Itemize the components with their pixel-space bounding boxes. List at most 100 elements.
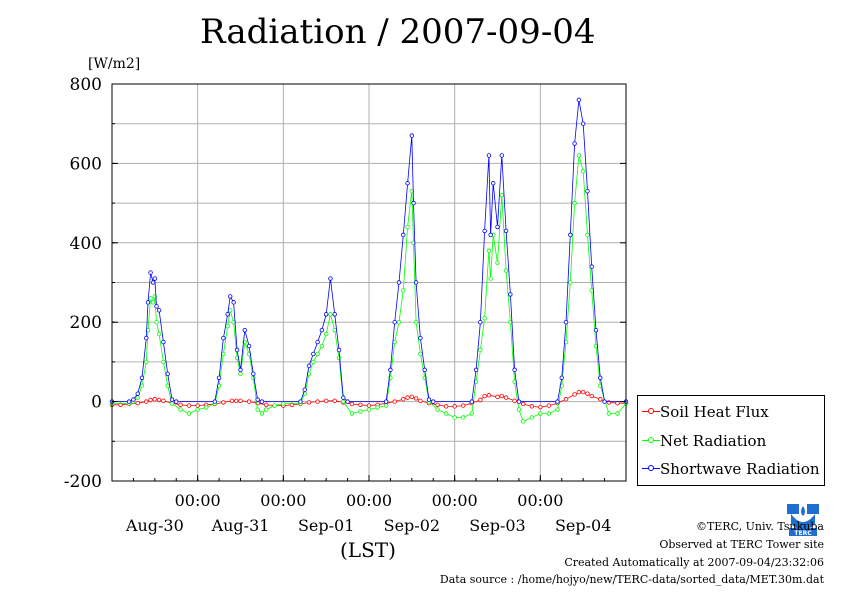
- data-point-1: [255, 407, 260, 412]
- data-point-1: [323, 331, 329, 337]
- data-point-0: [238, 398, 243, 404]
- data-point-1: [366, 407, 372, 412]
- data-point-2: [341, 395, 346, 400]
- data-point-0: [349, 401, 355, 407]
- data-point-0: [572, 392, 577, 397]
- data-point-2: [148, 270, 153, 275]
- x-tick-time-label: 00:00: [260, 491, 306, 510]
- y-tick-label: 200: [70, 313, 102, 333]
- data-point-2: [302, 387, 307, 392]
- data-point-1: [401, 288, 406, 293]
- data-point-1: [315, 351, 320, 357]
- data-point-0: [306, 400, 312, 405]
- data-point-2: [259, 399, 265, 404]
- data-point-1: [349, 411, 355, 416]
- legend-label-soil: Soil Heat Flux: [660, 403, 769, 421]
- data-point-2: [602, 399, 607, 404]
- data-point-2: [131, 397, 136, 402]
- data-point-2: [345, 399, 350, 404]
- legend-label-shortwave: Shortwave Radiation: [660, 460, 820, 478]
- data-point-1: [228, 308, 233, 313]
- data-point-2: [411, 200, 416, 206]
- data-point-1: [572, 200, 577, 206]
- legend-marker-shortwave: [648, 465, 654, 471]
- data-point-2: [512, 367, 517, 373]
- data-point-2: [135, 391, 140, 396]
- data-point-2: [139, 375, 145, 380]
- data-point-0: [323, 398, 329, 404]
- data-point-2: [306, 363, 312, 369]
- x-date-label: Sep-02: [384, 516, 440, 535]
- x-date-label: Sep-01: [298, 516, 354, 535]
- data-point-0: [529, 404, 534, 409]
- data-point-2: [516, 399, 522, 404]
- data-point-0: [156, 397, 162, 403]
- data-point-1: [358, 409, 363, 414]
- data-point-2: [255, 397, 260, 402]
- data-point-0: [195, 403, 200, 408]
- data-point-2: [152, 276, 158, 281]
- data-point-1: [341, 399, 346, 404]
- data-point-2: [169, 397, 175, 402]
- data-point-1: [144, 359, 149, 365]
- legend-label-net: Net Radiation: [660, 432, 767, 450]
- data-point-2: [311, 351, 316, 357]
- data-point-1: [538, 411, 543, 416]
- data-point-2: [392, 320, 397, 325]
- data-point-2: [323, 312, 329, 317]
- data-point-2: [328, 276, 333, 281]
- y-axis-unit-label: [W/m2]: [88, 56, 141, 72]
- data-point-2: [156, 308, 162, 313]
- series-line-0: [112, 391, 626, 408]
- data-point-2: [426, 397, 432, 402]
- data-point-1: [521, 419, 526, 424]
- data-point-0: [443, 404, 449, 409]
- data-point-0: [521, 401, 526, 407]
- data-point-0: [546, 403, 552, 408]
- data-point-1: [154, 320, 159, 325]
- data-point-0: [401, 397, 406, 402]
- data-point-1: [396, 320, 402, 325]
- data-point-1: [409, 188, 415, 194]
- data-point-1: [576, 153, 582, 158]
- data-point-1: [443, 411, 449, 416]
- data-point-2: [503, 228, 509, 234]
- data-point-1: [311, 359, 316, 365]
- data-point-2: [165, 371, 170, 377]
- data-point-1: [585, 232, 590, 238]
- data-point-2: [405, 181, 410, 186]
- y-tick-label: 400: [70, 234, 102, 254]
- data-point-1: [336, 355, 342, 361]
- data-point-0: [486, 393, 492, 398]
- chart-title: Radiation / 2007-09-04: [200, 12, 596, 52]
- data-point-2: [242, 327, 247, 333]
- data-point-2: [332, 312, 337, 317]
- data-point-2: [396, 280, 402, 285]
- data-point-2: [246, 343, 252, 349]
- data-point-0: [366, 403, 372, 408]
- data-point-0: [482, 393, 487, 399]
- data-point-1: [156, 331, 162, 337]
- data-point-2: [154, 304, 159, 309]
- data-point-2: [145, 300, 151, 305]
- data-point-1: [469, 411, 474, 416]
- data-point-0: [264, 402, 269, 407]
- data-point-2: [161, 339, 166, 345]
- data-point-1: [495, 260, 500, 265]
- data-point-0: [598, 397, 603, 402]
- footer-source: Data source : /home/hojyo/new/TERC-data/…: [439, 573, 824, 586]
- legend-marker-net: [648, 437, 654, 443]
- data-point-2: [418, 335, 423, 341]
- x-date-label: Aug-31: [211, 516, 270, 535]
- data-point-2: [388, 367, 393, 373]
- data-point-1: [238, 371, 243, 377]
- x-tick-time-label: 00:00: [346, 491, 392, 510]
- data-point-2: [598, 375, 603, 380]
- data-point-1: [281, 401, 286, 406]
- data-point-1: [319, 343, 325, 349]
- x-tick-time-label: 00:00: [175, 491, 221, 510]
- data-point-0: [418, 398, 423, 404]
- data-point-2: [563, 320, 569, 325]
- data-point-1: [148, 296, 153, 301]
- data-point-2: [238, 367, 243, 373]
